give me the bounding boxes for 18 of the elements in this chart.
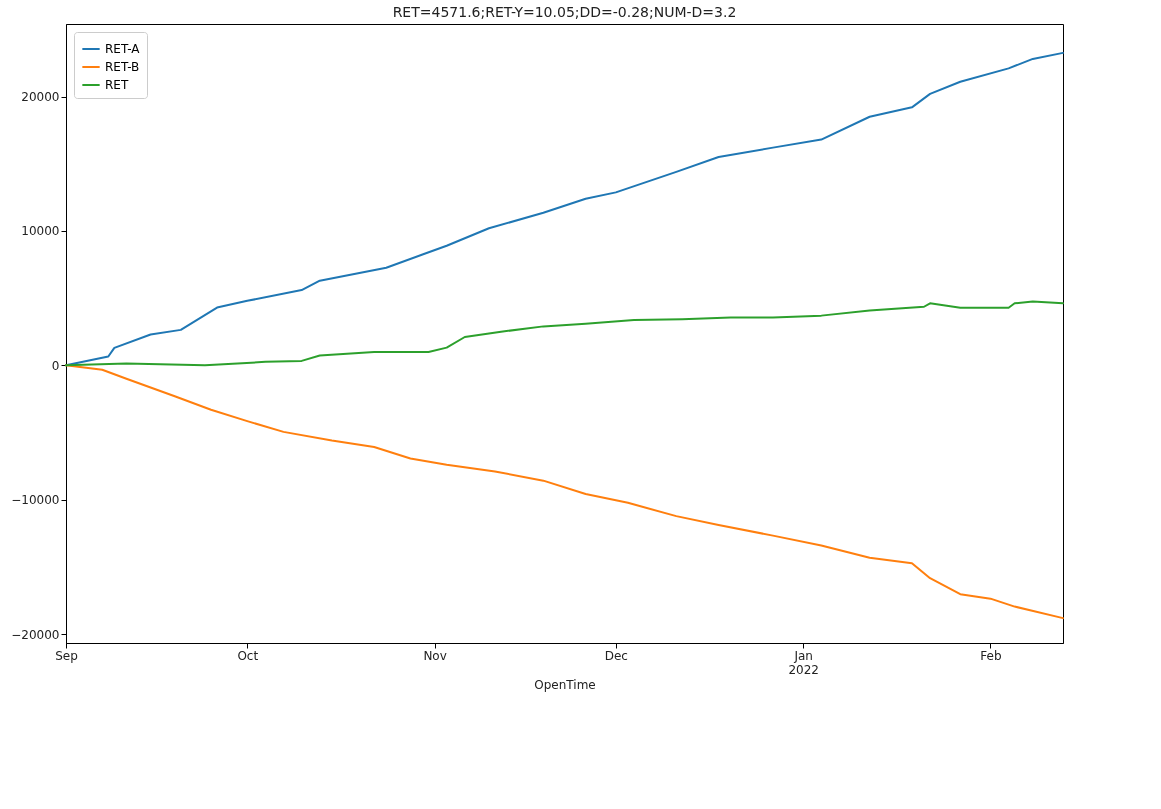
x-tick-label: Dec bbox=[604, 648, 628, 663]
chart-title: RET=4571.6;RET-Y=10.05;DD=-0.28;NUM-D=3.2 bbox=[392, 4, 737, 20]
legend-label: RET bbox=[105, 78, 129, 92]
line-series bbox=[65, 300, 1064, 367]
x-tick-label: Feb bbox=[980, 648, 1002, 663]
y-tick-label: 20000 bbox=[21, 90, 60, 105]
y-tick-label: −20000 bbox=[11, 627, 60, 642]
legend-label: RET-B bbox=[105, 60, 140, 74]
line-series bbox=[65, 364, 1064, 620]
x-tick-label: Sep bbox=[55, 648, 78, 663]
x-tick-label: Jan 2022 bbox=[788, 648, 819, 677]
y-tick-label: 0 bbox=[51, 358, 60, 373]
x-tick-label: Oct bbox=[237, 648, 259, 663]
x-axis-title: OpenTime bbox=[534, 677, 596, 692]
x-tick-label: Nov bbox=[423, 648, 447, 663]
y-tick-label: −10000 bbox=[11, 493, 60, 508]
y-tick-label: 10000 bbox=[21, 224, 60, 239]
legend-label: RET-A bbox=[105, 42, 141, 56]
